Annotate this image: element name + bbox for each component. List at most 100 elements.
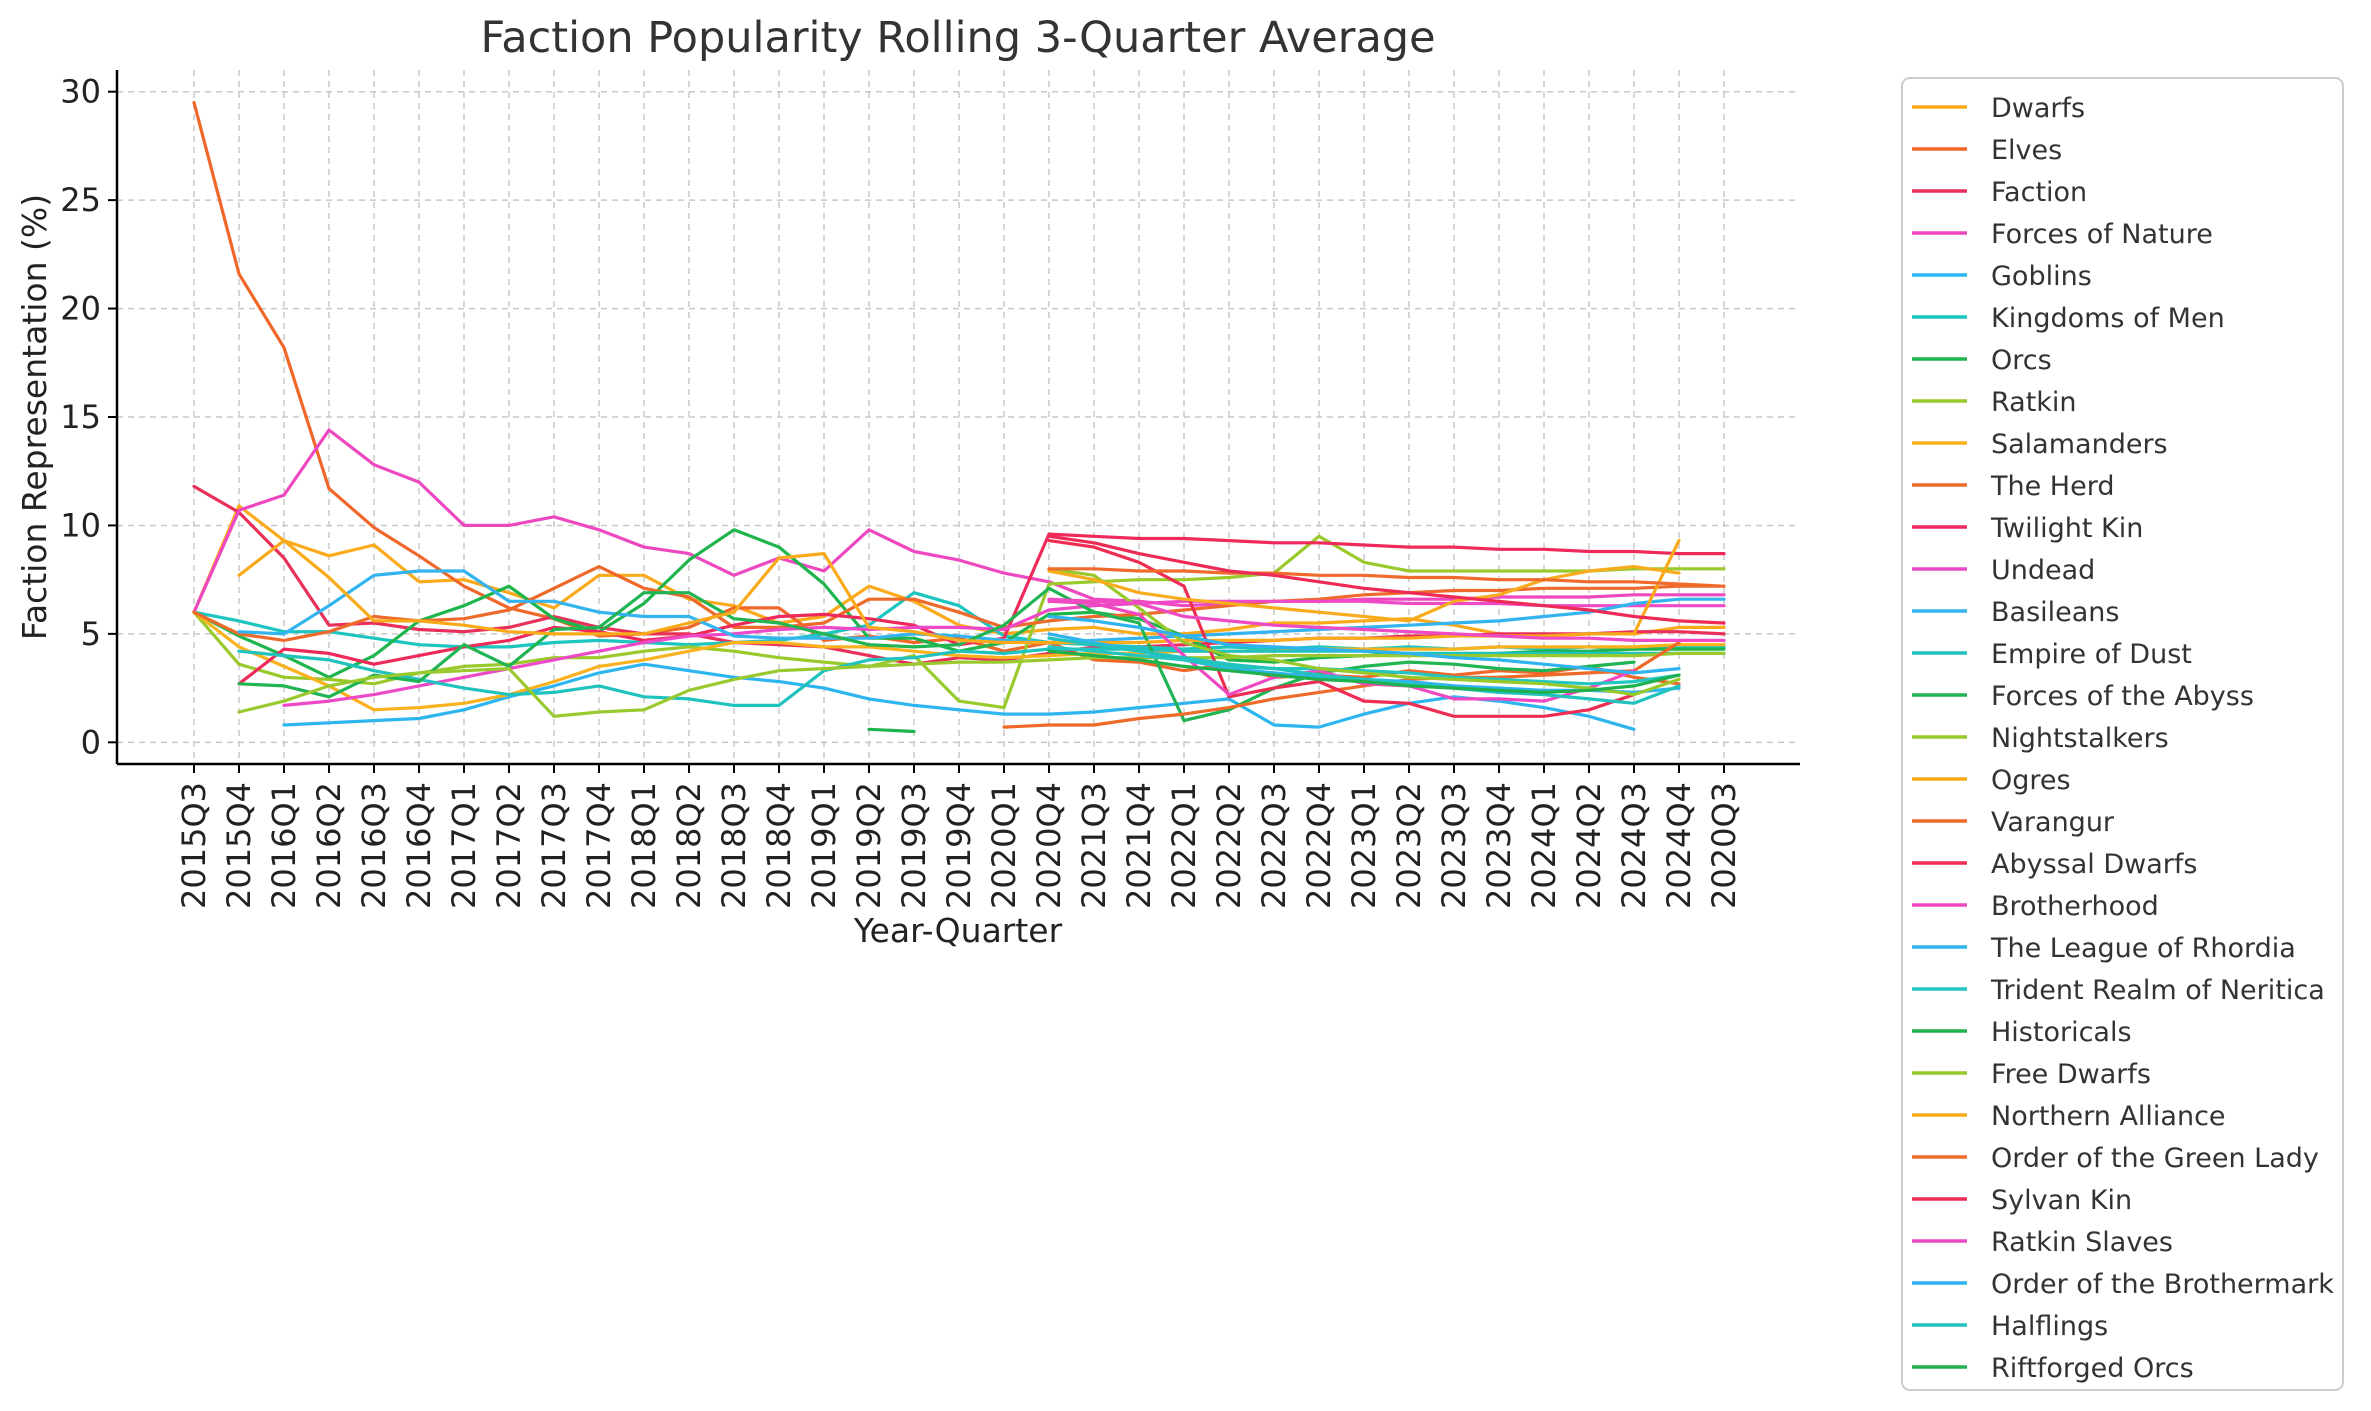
- x-tick-label: 2022Q2: [1210, 782, 1248, 909]
- legend-label: Ratkin: [1991, 387, 2077, 418]
- x-ticks: 2015Q3 2015Q4 2016Q1 2016Q2 2016Q3 2016Q4 2017…: [175, 764, 1743, 909]
- series-line: [867, 727, 916, 734]
- legend-label: Halflings: [1991, 1311, 2108, 1342]
- x-tick-label: 2019Q3: [895, 782, 933, 909]
- x-tick-label: 2024Q1: [1525, 782, 1563, 909]
- y-axis-label: Faction Representation (%): [15, 194, 54, 640]
- legend-label: Sylvan Kin: [1991, 1185, 2132, 1216]
- x-tick-label: 2023Q3: [1435, 782, 1473, 909]
- legend: Dwarfs Elves Faction Forces of Nature Goblin…: [1901, 77, 2344, 1391]
- y-tick-label: 25: [60, 181, 101, 219]
- series-line: [1047, 539, 1636, 718]
- x-tick-label: 2024Q4: [1660, 782, 1698, 909]
- legend-label: Orcs: [1991, 345, 2052, 376]
- x-tick-label: 2018Q2: [670, 782, 708, 909]
- legend-label: Nightstalkers: [1991, 723, 2169, 754]
- x-tick-label: 2023Q2: [1390, 782, 1428, 909]
- legend-label: Basileans: [1991, 597, 2119, 628]
- legend-label: Elves: [1991, 135, 2062, 166]
- series-line: [237, 539, 1681, 645]
- legend-label: Kingdoms of Men: [1991, 303, 2225, 334]
- legend-frame: [1901, 77, 2344, 1391]
- chart-title: Faction Popularity Rolling 3-Quarter Ave…: [480, 13, 1435, 63]
- y-tick-label: 0: [81, 723, 101, 761]
- series-line: [1047, 649, 1681, 694]
- legend-label: Ratkin Slaves: [1991, 1227, 2173, 1258]
- x-axis-label: Year-Quarter: [853, 911, 1063, 950]
- x-tick-label: 2015Q3: [175, 782, 213, 909]
- x-tick-label: 2016Q3: [355, 782, 393, 909]
- series-line: [1047, 597, 1726, 642]
- x-tick-label: 2019Q2: [850, 782, 888, 909]
- x-tick-label: 2021Q4: [1120, 782, 1158, 909]
- y-tick-label: 20: [60, 290, 101, 328]
- series-line: [192, 565, 1726, 642]
- series-line: [192, 534, 1726, 710]
- y-tick-label: 15: [60, 398, 101, 436]
- x-tick-label: 2023Q4: [1480, 782, 1518, 909]
- legend-label: Forces of the Abyss: [1991, 681, 2254, 712]
- legend-label: Forces of Nature: [1991, 219, 2213, 250]
- series-line: [1047, 614, 1681, 675]
- legend-items: Dwarfs Elves Faction Forces of Nature Goblin…: [1912, 93, 2334, 1384]
- series-line: [237, 651, 1726, 718]
- series-line: [237, 569, 1726, 645]
- x-tick-label: 2018Q3: [715, 782, 753, 909]
- series-line: [237, 586, 1636, 723]
- legend-label: Northern Alliance: [1991, 1101, 2226, 1132]
- legend-label: Varangur: [1991, 807, 2115, 838]
- x-tick-label: 2020Q1: [985, 782, 1023, 909]
- x-tick-label: 2022Q4: [1300, 782, 1338, 909]
- x-tick-label: 2017Q2: [490, 782, 528, 909]
- legend-label: Free Dwarfs: [1991, 1059, 2151, 1090]
- x-tick-label: 2021Q3: [1075, 782, 1113, 909]
- series-line: [1047, 534, 1726, 625]
- series-line: [1047, 567, 1726, 588]
- y-ticks: 0 5 10 15 20 25 30: [60, 73, 117, 761]
- x-tick-label: 2024Q2: [1570, 782, 1608, 909]
- x-tick-label: 2017Q4: [580, 782, 618, 909]
- legend-label: Order of the Green Lady: [1991, 1143, 2319, 1174]
- x-tick-label: 2016Q4: [400, 782, 438, 909]
- legend-label: Salamanders: [1991, 429, 2168, 460]
- x-tick-label: 2022Q1: [1165, 782, 1203, 909]
- y-tick-label: 5: [81, 615, 101, 653]
- legend-label: Goblins: [1991, 261, 2092, 292]
- x-tick-label: 2019Q4: [940, 782, 978, 909]
- legend-label: The League of Rhordia: [1990, 933, 2296, 964]
- grid: [117, 70, 1800, 764]
- series-line: [237, 647, 1726, 707]
- series-lines: [192, 100, 1726, 734]
- series-line: [192, 504, 1726, 638]
- x-tick-label: 2015Q4: [220, 782, 258, 909]
- series-line: [1047, 645, 1681, 686]
- series-line: [1002, 640, 1681, 729]
- legend-label: Riftforged Orcs: [1991, 1353, 2194, 1384]
- legend-label: Dwarfs: [1991, 93, 2085, 124]
- x-tick-label: 2020Q3: [1705, 782, 1743, 909]
- legend-label: Order of the Brothermark: [1991, 1269, 2334, 1300]
- y-tick-label: 10: [60, 506, 101, 544]
- x-tick-label: 2017Q3: [535, 782, 573, 909]
- x-tick-label: 2018Q1: [625, 782, 663, 909]
- x-tick-label: 2022Q3: [1255, 782, 1293, 909]
- legend-label: Undead: [1991, 555, 2095, 586]
- legend-label: The Herd: [1990, 471, 2114, 502]
- legend-label: Brotherhood: [1991, 891, 2159, 922]
- legend-label: Empire of Dust: [1991, 639, 2192, 670]
- legend-label: Abyssal Dwarfs: [1991, 849, 2197, 880]
- series-line: [1047, 636, 1681, 705]
- y-tick-label: 30: [60, 73, 101, 111]
- x-tick-label: 2024Q3: [1615, 782, 1653, 909]
- x-tick-label: 2020Q4: [1030, 782, 1068, 909]
- series-line: [1047, 567, 1681, 697]
- x-tick-label: 2023Q1: [1345, 782, 1383, 909]
- legend-label: Trident Realm of Neritica: [1990, 975, 2325, 1006]
- legend-label: Ogres: [1991, 765, 2071, 796]
- x-tick-label: 2016Q2: [310, 782, 348, 909]
- legend-label: Twilight Kin: [1990, 513, 2143, 544]
- x-tick-label: 2018Q4: [760, 782, 798, 909]
- series-line: [282, 599, 1726, 707]
- series-line: [1047, 565, 1681, 623]
